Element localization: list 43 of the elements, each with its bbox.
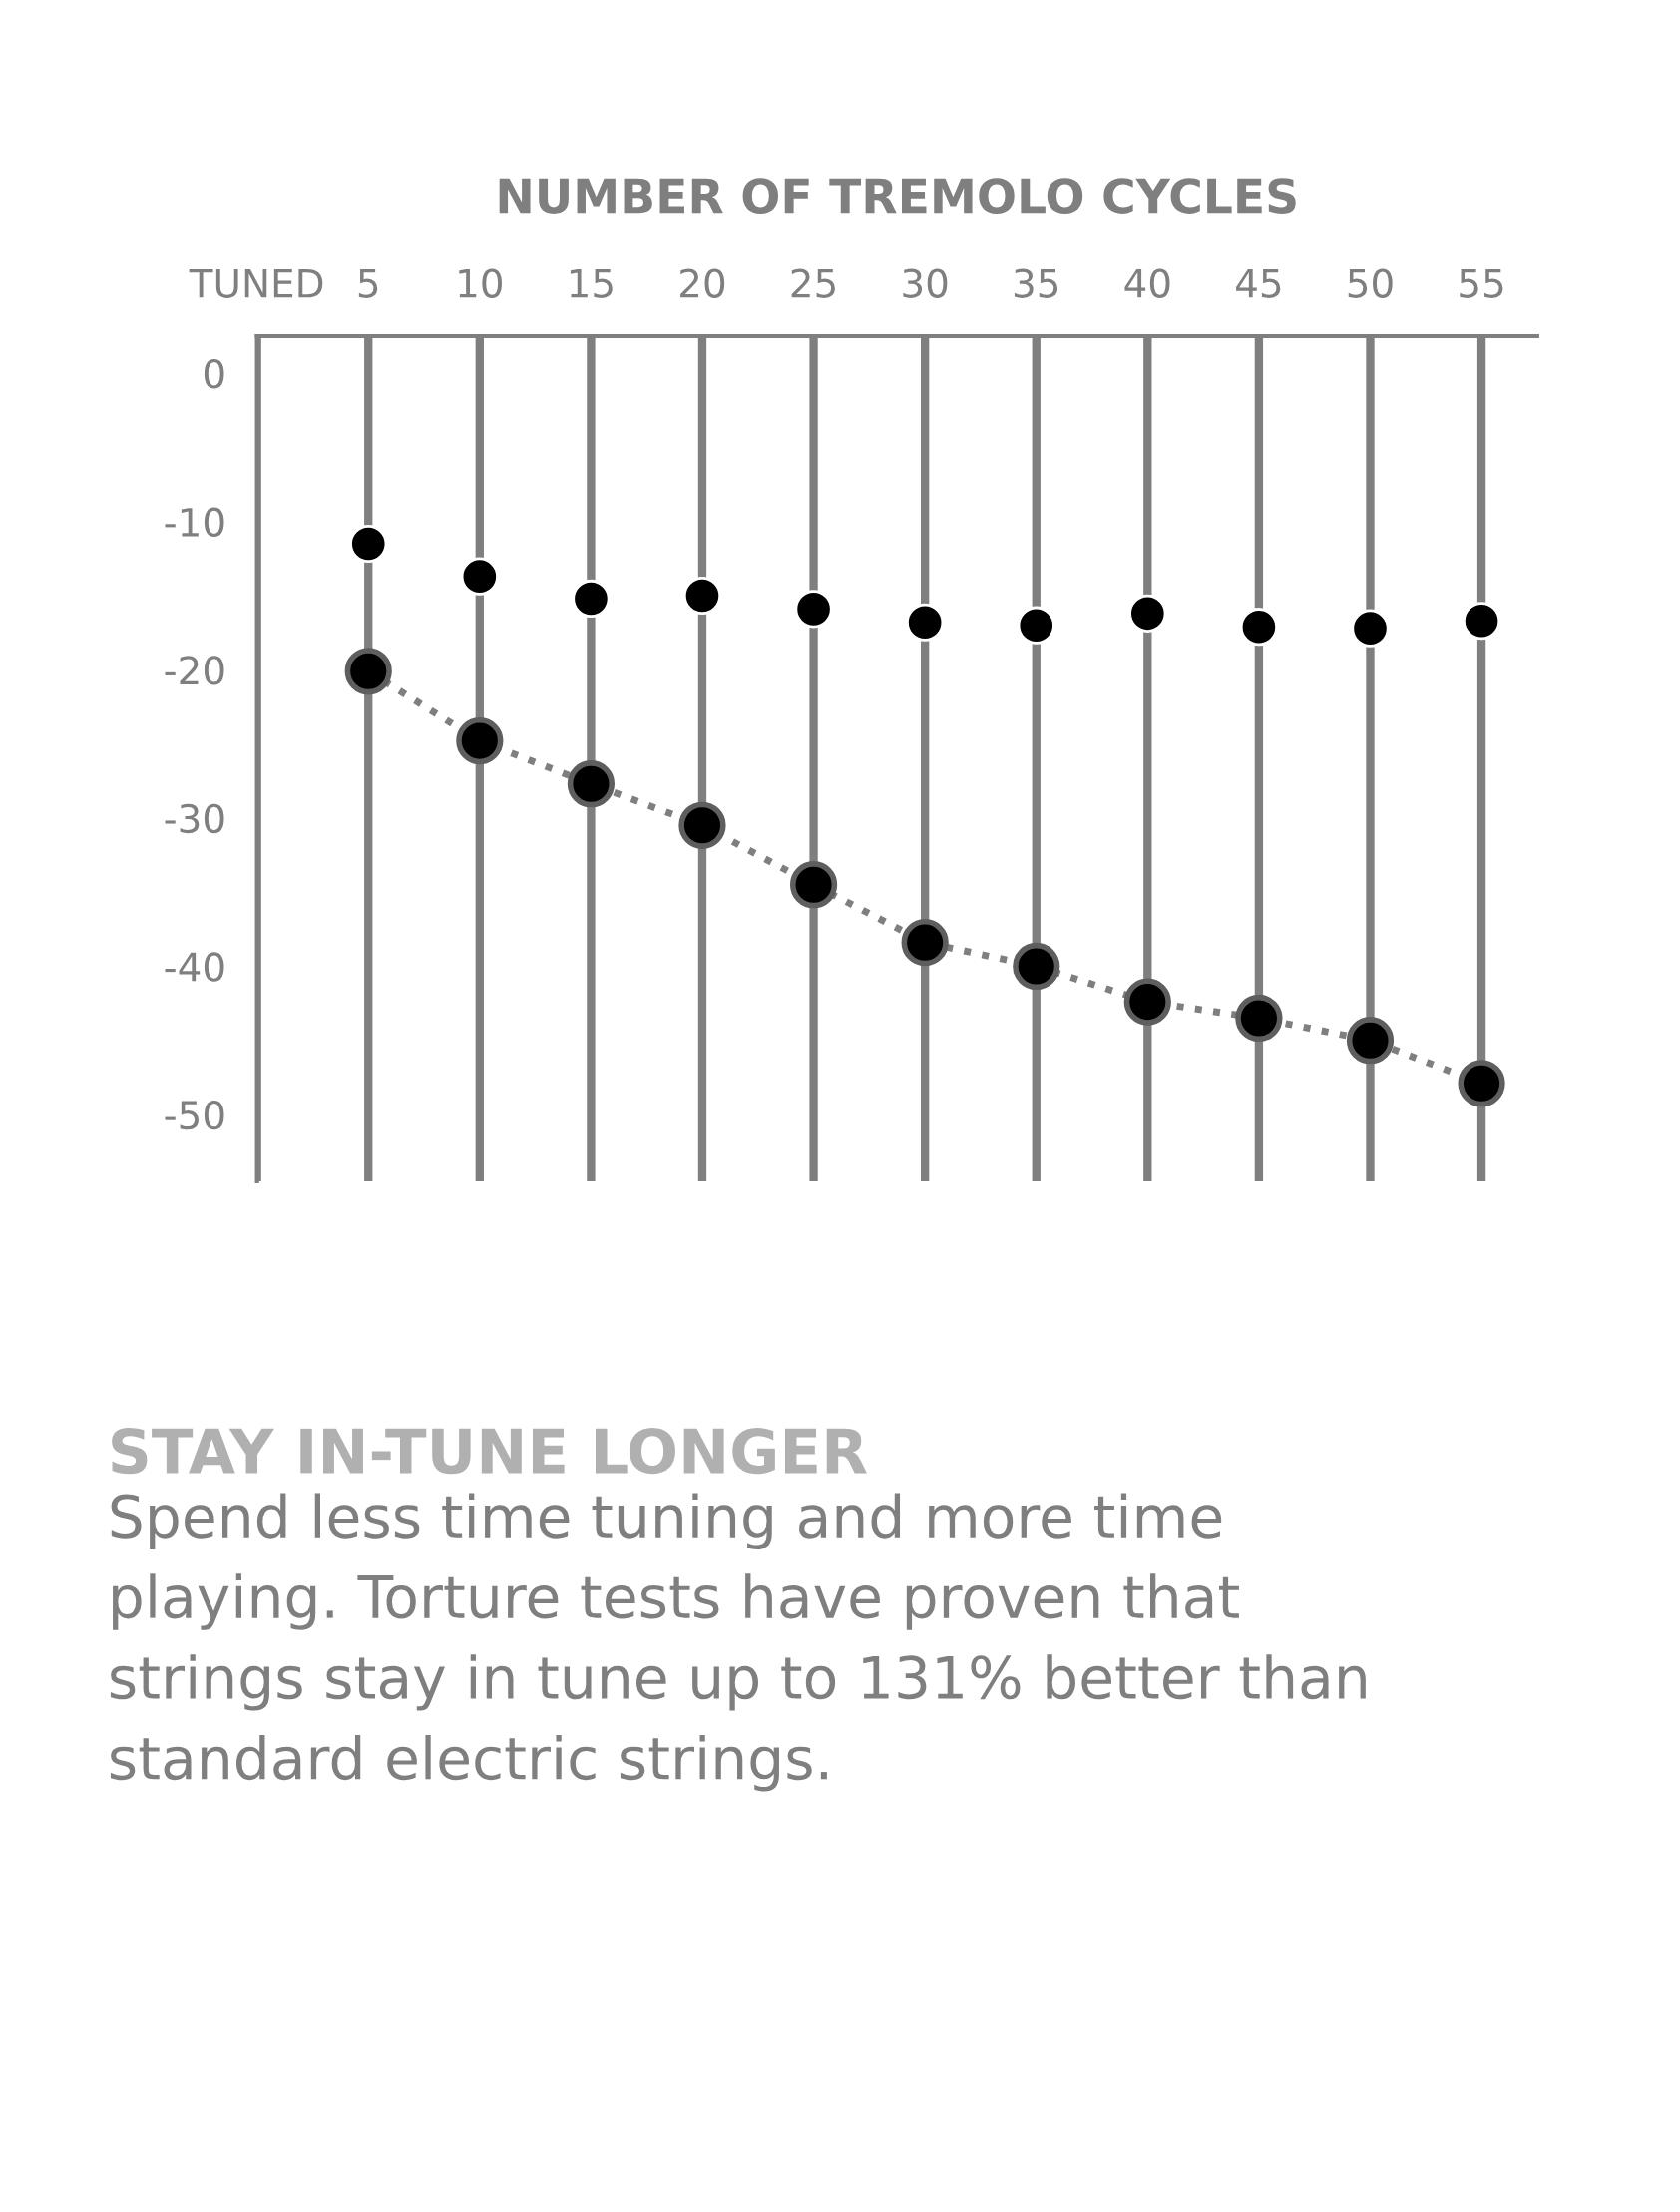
point [1462,602,1501,641]
point [1128,594,1167,633]
x-tick-label: 55 [1460,268,1503,298]
x-tick-label: 35 [1014,268,1058,298]
point [460,557,499,596]
x-tick-label: 15 [570,268,613,298]
x-tick-label: 40 [1124,268,1170,298]
point [1235,994,1283,1043]
point [1239,608,1278,647]
x-tick-label: 45 [1236,268,1281,298]
point [456,716,504,765]
y-tick-label: -40 [165,952,224,982]
point [1017,606,1055,645]
y-tick-label: -10 [165,507,224,538]
point [906,603,945,642]
y-tick-label: -20 [165,656,224,685]
text: Spend less time tuning and more time playing. Torture tests have proven that strings stay in tune up to 131% better than standard electric strings. [110,1493,1366,1792]
point [1351,609,1390,648]
point [794,590,833,629]
x-tick-label: 5 [358,268,378,298]
text: STAY IN-TUNE LONGER [112,1428,867,1475]
x-tick-label: 25 [791,268,835,298]
point [682,576,722,616]
x-tick-label: 50 [1348,268,1393,298]
x-tick-label: TUNED [189,268,323,298]
y-tick-label: -30 [165,803,224,834]
point [567,760,616,808]
point [1123,978,1171,1026]
x-tick-label: 30 [903,268,948,298]
point [344,648,392,695]
point [789,861,838,909]
point [1346,1017,1395,1065]
point [1013,942,1060,991]
point [1458,1060,1505,1107]
x-axis-title: NUMBER OF TREMOLO CYCLES [499,178,1296,214]
point [349,524,388,564]
point [678,801,726,849]
point [901,919,949,967]
y-tick-label: -50 [165,1100,224,1130]
x-tick-label: 20 [680,268,725,298]
x-tick-label: 10 [459,268,502,298]
y-tick-label: 0 [204,359,224,389]
point [572,579,611,619]
